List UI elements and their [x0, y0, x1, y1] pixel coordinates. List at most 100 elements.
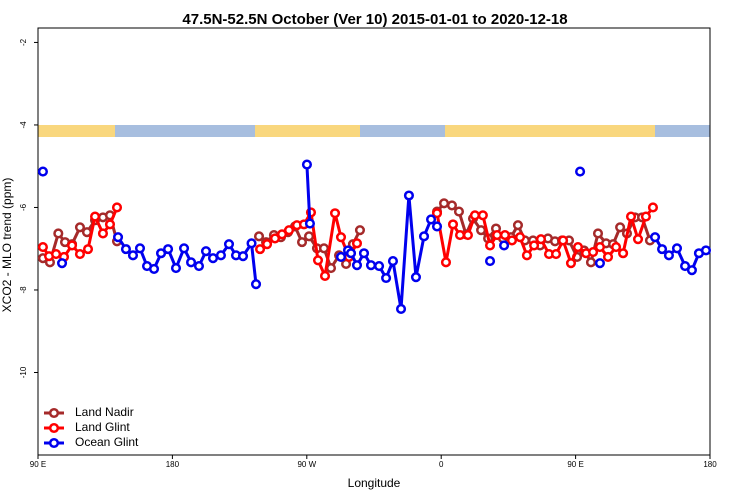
legend-label: Ocean Glint [75, 435, 139, 449]
legend-marker [48, 407, 60, 419]
point [514, 232, 526, 243]
legend-label: Land Nadir [75, 405, 134, 419]
point [438, 198, 450, 209]
y-tick-label: -8 [19, 286, 28, 294]
point [558, 235, 569, 246]
point [381, 272, 392, 284]
point [647, 202, 659, 213]
point [170, 263, 182, 274]
point [440, 257, 452, 268]
point [303, 231, 315, 242]
point [335, 232, 347, 243]
point [585, 257, 597, 268]
point [484, 256, 496, 267]
point [663, 250, 674, 261]
y-axis-label: XCO2 - MLO trend (ppm) [0, 178, 14, 313]
point [671, 243, 683, 254]
point [304, 218, 315, 229]
point [296, 237, 308, 248]
point [454, 230, 466, 241]
point [686, 265, 697, 276]
x-axis-label: Longitude [348, 476, 401, 490]
point [425, 214, 437, 225]
point [535, 234, 547, 245]
point [632, 234, 644, 245]
point [301, 159, 312, 170]
point [602, 251, 614, 263]
point [592, 228, 604, 239]
point [625, 211, 637, 222]
point [588, 246, 599, 258]
point [529, 240, 540, 251]
point [269, 233, 281, 244]
point [506, 235, 518, 246]
point [700, 245, 712, 256]
point [37, 242, 48, 253]
point [112, 232, 124, 243]
point [462, 230, 473, 241]
point [148, 263, 160, 274]
point [262, 239, 273, 250]
y-tick-label: -10 [19, 366, 28, 378]
point [186, 257, 197, 268]
point [325, 263, 337, 274]
point [127, 250, 139, 261]
point [572, 242, 584, 253]
point [312, 255, 324, 266]
land-ocean-strip [38, 125, 710, 137]
point [163, 244, 174, 255]
point [56, 258, 68, 269]
point [477, 210, 488, 221]
point [104, 219, 116, 230]
point [615, 222, 626, 233]
point [89, 211, 101, 222]
point [387, 256, 399, 267]
point [215, 250, 226, 261]
point [351, 238, 363, 249]
legend-label: Land Glint [75, 420, 130, 434]
y-tick-label: -2 [19, 38, 28, 46]
x-tick-label: 90 W [297, 460, 316, 469]
y-tick-label: -4 [19, 121, 28, 129]
point [318, 243, 330, 254]
point [319, 270, 331, 281]
point [255, 244, 266, 255]
point [492, 230, 503, 241]
point [594, 258, 605, 269]
point [476, 225, 487, 236]
point [611, 242, 622, 253]
point [97, 228, 109, 239]
point [53, 228, 64, 239]
point [193, 260, 205, 272]
point [156, 248, 167, 259]
point [200, 246, 212, 257]
point [446, 200, 458, 211]
y-tick-label: -6 [19, 203, 28, 211]
point [82, 244, 94, 255]
point [354, 225, 366, 236]
point [565, 258, 577, 269]
point [550, 249, 562, 260]
point [223, 239, 235, 250]
point [120, 244, 132, 255]
point [351, 260, 363, 271]
point [253, 231, 265, 242]
series-line [116, 164, 707, 311]
legend-marker [48, 437, 60, 449]
point [111, 202, 123, 213]
point [640, 211, 651, 222]
point [134, 243, 146, 254]
point [418, 231, 430, 242]
point [345, 248, 357, 259]
point [250, 279, 262, 290]
x-tick-label: 180 [703, 460, 717, 469]
point [207, 253, 219, 264]
point [410, 272, 422, 283]
point [283, 225, 295, 236]
point [66, 240, 78, 251]
point [453, 206, 465, 217]
point [657, 244, 668, 255]
point [499, 240, 510, 251]
x-tick-label: 90 E [30, 460, 46, 469]
